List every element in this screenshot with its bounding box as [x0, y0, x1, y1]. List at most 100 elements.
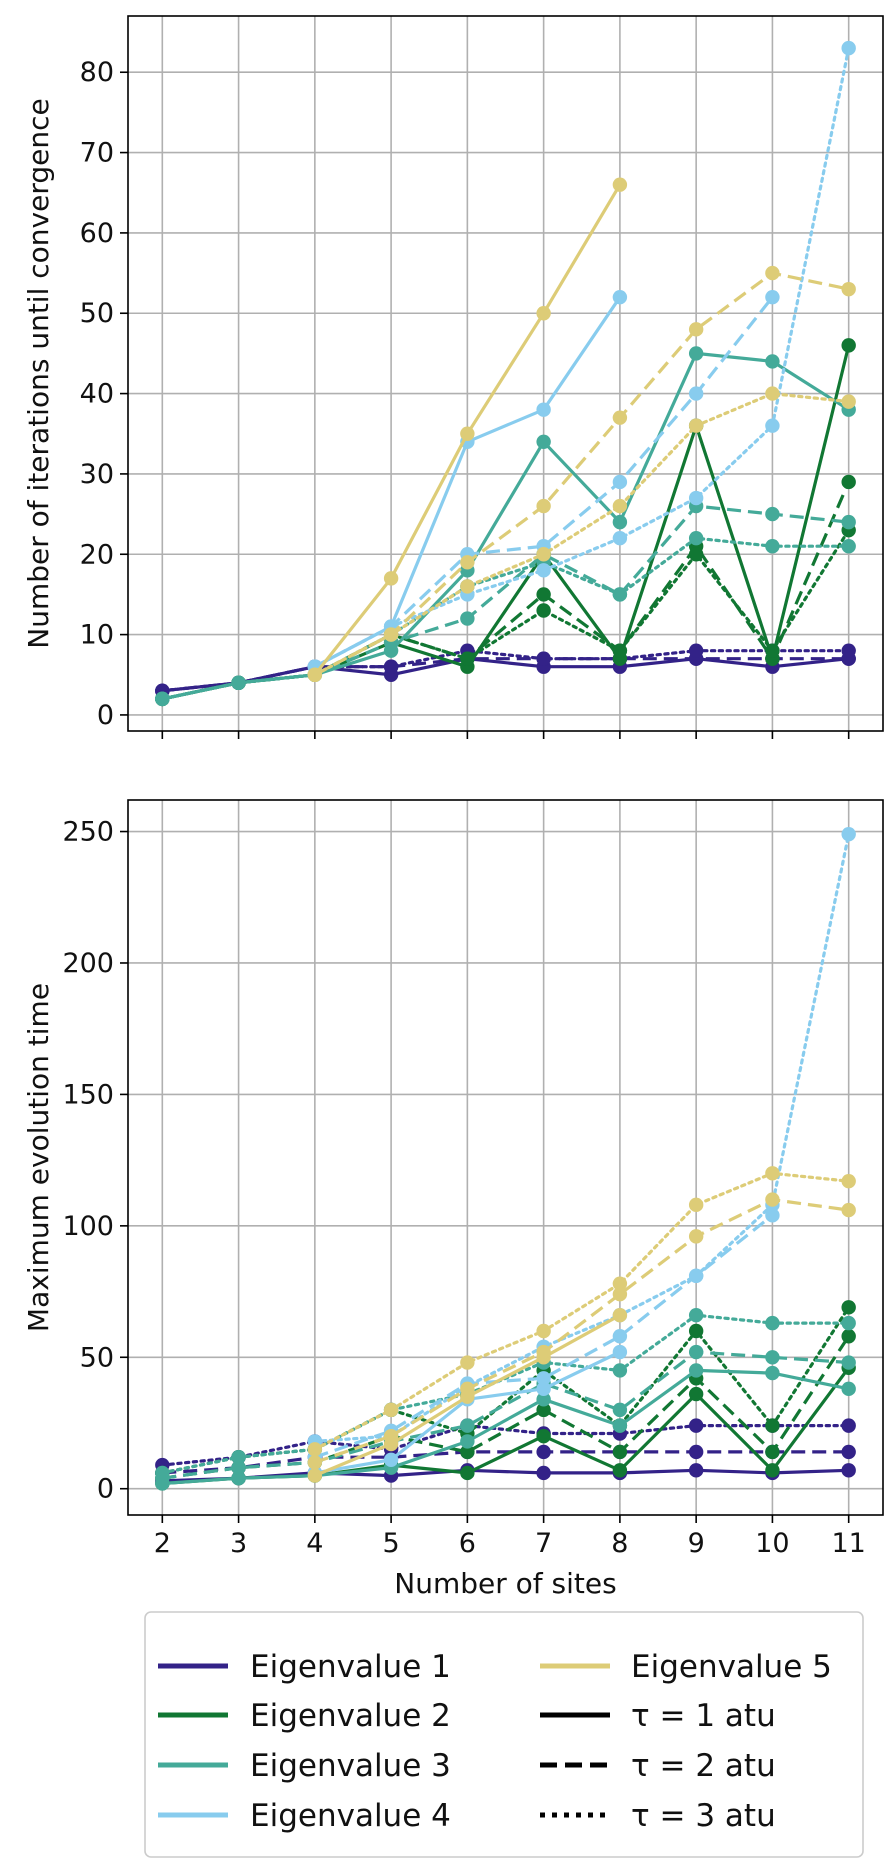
data-point [536, 603, 551, 618]
series-line [162, 1468, 849, 1483]
legend-label: τ = 1 atu [631, 1698, 776, 1734]
data-point [688, 1444, 704, 1460]
data-point [460, 1355, 475, 1370]
data-point [460, 1465, 475, 1481]
y-tick-label: 80 [80, 57, 114, 88]
data-point [383, 571, 399, 586]
data-point [688, 1308, 704, 1323]
series-line [314, 271, 850, 677]
series-line [160, 649, 851, 693]
data-point [612, 1308, 628, 1323]
legend-label: Eigenvalue 1 [250, 1649, 451, 1685]
data-point [688, 1197, 704, 1213]
x-axis-label: Number of sites [394, 1567, 616, 1600]
series-line [160, 1424, 851, 1467]
data-point [231, 1460, 246, 1475]
data-point [612, 587, 628, 602]
x-tick-label: 5 [383, 1528, 400, 1559]
data-point [536, 1444, 551, 1460]
data-point [841, 1173, 856, 1189]
data-point [612, 1286, 628, 1302]
x-tick-label: 9 [688, 1528, 705, 1559]
data-point [841, 394, 856, 409]
data-point [688, 322, 704, 337]
legend-label: Eigenvalue 5 [631, 1649, 832, 1685]
data-point [612, 1363, 628, 1378]
data-point [612, 1329, 628, 1344]
series-line [160, 1305, 851, 1475]
legend-label: τ = 2 atu [631, 1748, 776, 1784]
data-point [231, 1470, 246, 1486]
x-tick-label: 6 [459, 1528, 476, 1559]
data-point [460, 1444, 475, 1460]
data-point [688, 1418, 704, 1433]
data-point [841, 1300, 856, 1315]
data-point [536, 1465, 551, 1481]
data-point [536, 563, 551, 578]
data-point [460, 1381, 475, 1397]
series-line [314, 1198, 849, 1464]
data-point [841, 1202, 856, 1218]
data-point [841, 1381, 856, 1397]
data-point [460, 611, 475, 626]
data-point [536, 402, 551, 417]
data-point [765, 539, 780, 554]
data-point [536, 1371, 551, 1386]
y-tick-label: 20 [80, 539, 114, 570]
data-point [688, 1344, 704, 1360]
data-point [612, 474, 628, 490]
y-tick-label: 200 [62, 948, 114, 979]
y-tick-label: 30 [80, 459, 114, 490]
data-point [536, 1344, 551, 1360]
data-point [688, 386, 704, 401]
data-point [765, 1444, 780, 1460]
x-tick-label: 11 [832, 1528, 866, 1559]
data-point [841, 1418, 856, 1433]
data-point [460, 555, 475, 570]
series-line [160, 528, 851, 701]
data-point [460, 426, 475, 441]
data-point [612, 643, 628, 658]
x-tick-label: 8 [611, 1528, 628, 1559]
data-point [688, 1386, 704, 1402]
data-point [841, 1355, 856, 1370]
legend-label: Eigenvalue 4 [250, 1798, 451, 1834]
data-point [688, 490, 704, 506]
data-point [536, 547, 551, 562]
series-line [161, 345, 851, 701]
y-tick-label: 50 [80, 1342, 114, 1373]
data-point [688, 1323, 704, 1339]
y-axis-label: Number of iterations until convergence [22, 98, 55, 648]
data-point [765, 1166, 780, 1181]
data-point [841, 539, 856, 554]
data-point [765, 1463, 780, 1478]
data-point [688, 418, 704, 433]
data-point [688, 530, 704, 546]
data-point [307, 1468, 323, 1483]
series-line [313, 832, 851, 1443]
data-point [688, 346, 704, 361]
y-tick-label: 70 [80, 138, 114, 169]
data-point [765, 418, 780, 433]
y-tick-label: 40 [80, 379, 114, 410]
data-point [460, 579, 475, 594]
legend: Eigenvalue 1 Eigenvalue 2 Eigenvalue 3 Eige… [144, 1611, 864, 1858]
y-axis-label: Maximum evolution time [22, 983, 55, 1332]
data-point [841, 338, 856, 353]
data-point [765, 1418, 780, 1433]
data-point [841, 1444, 856, 1460]
data-point [612, 514, 628, 530]
data-point [460, 1418, 475, 1433]
data-point [612, 177, 628, 192]
data-point [536, 1402, 551, 1418]
data-point [536, 306, 551, 321]
data-point [765, 1208, 780, 1223]
legend-label: τ = 3 atu [631, 1798, 776, 1834]
x-tick-label: 3 [230, 1528, 247, 1559]
data-point [765, 354, 780, 369]
data-point [612, 498, 628, 514]
x-tick-label: 2 [154, 1528, 171, 1559]
y-tick-label: 150 [62, 1079, 114, 1110]
y-tick-label: 50 [80, 298, 114, 329]
